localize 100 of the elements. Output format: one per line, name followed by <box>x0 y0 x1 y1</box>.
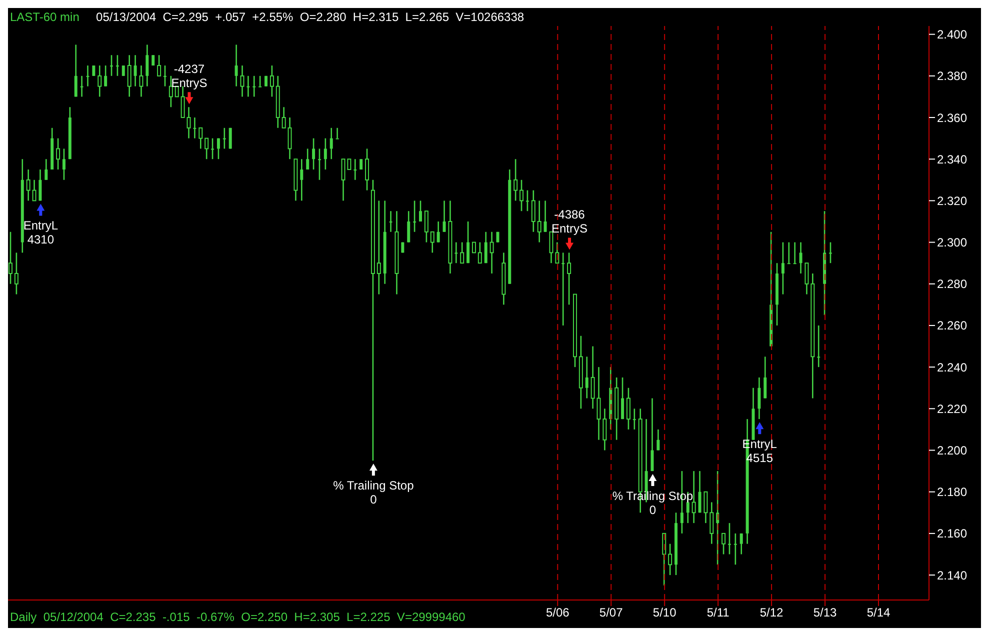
candlestick <box>122 64 125 77</box>
candlestick <box>520 179 524 212</box>
candlestick <box>389 210 392 233</box>
candlestick <box>804 262 809 295</box>
candlestick <box>38 168 42 202</box>
candlestick <box>186 106 191 139</box>
candlestick <box>211 138 214 160</box>
candlestick <box>413 200 416 233</box>
candlestick <box>490 231 494 274</box>
candlestick <box>484 231 488 264</box>
candlestick <box>157 54 162 77</box>
candlestick <box>258 75 262 88</box>
y-tick-label: 2.200 <box>937 444 968 458</box>
candlestick <box>442 200 446 233</box>
candlestick <box>134 54 137 87</box>
candlestick <box>549 231 554 264</box>
candlestick <box>139 64 144 98</box>
y-tick-label: 2.180 <box>937 485 968 500</box>
candlestick <box>26 168 30 202</box>
candlestick <box>14 252 18 295</box>
candlestick <box>621 376 624 420</box>
candlestick <box>168 75 173 108</box>
candlestick <box>828 242 832 264</box>
y-tick-label: 2.380 <box>937 69 968 84</box>
candlestick <box>787 242 790 264</box>
candlestick <box>424 210 428 243</box>
annotation: EntryL 4310 <box>23 218 58 247</box>
candlestick <box>312 138 316 170</box>
chart-subtitle: 05/13/2004 C=2.295 +.057 +2.55% O=2.280 H=2.315 L=2.265 V=10266338 <box>95 10 524 24</box>
candlestick <box>288 116 292 160</box>
candlestick <box>656 428 660 451</box>
x-tick-label: 5/13 <box>813 606 838 620</box>
candlestick <box>146 44 149 87</box>
y-tick-label: 2.320 <box>937 194 968 208</box>
x-tick-label: 5/06 <box>546 606 570 620</box>
candlestick <box>531 190 536 233</box>
candlestick <box>585 356 588 399</box>
candlestick <box>537 200 542 243</box>
candlestick <box>626 387 630 430</box>
candlestick <box>306 148 310 170</box>
chart-title: LAST-60 min <box>10 10 80 24</box>
candlestick <box>514 158 518 202</box>
candlestick <box>347 158 352 170</box>
candlestick <box>116 54 119 77</box>
candlestick <box>650 398 654 472</box>
candlestick <box>62 148 66 181</box>
candlestick <box>544 200 547 233</box>
candlestick <box>793 242 796 264</box>
candlestick <box>418 200 422 222</box>
candlestick <box>74 44 78 98</box>
candlestick <box>318 148 321 181</box>
candlestick <box>104 64 108 87</box>
y-tick-label: 2.360 <box>937 110 968 125</box>
candlestick <box>341 158 346 202</box>
candlestick <box>216 138 220 160</box>
x-tick-label: 5/14 <box>866 606 890 620</box>
candlestick <box>92 64 96 77</box>
candlestick <box>246 75 250 98</box>
candlestick <box>282 106 286 129</box>
candlestick <box>270 64 274 98</box>
candlestick <box>86 64 90 87</box>
candlestick <box>44 158 48 181</box>
candlestick <box>163 64 166 87</box>
candlestick <box>240 64 244 98</box>
y-tick-label: 2.400 <box>937 28 968 42</box>
candlestick <box>562 252 565 326</box>
candlestick <box>472 242 476 254</box>
y-tick-label: 2.140 <box>937 568 968 582</box>
candlestick <box>466 220 470 264</box>
y-tick-label: 2.340 <box>937 152 968 166</box>
candlestick <box>590 346 595 410</box>
candlestick <box>692 470 696 524</box>
candlestick <box>300 158 304 202</box>
candlestick <box>436 220 440 243</box>
candlestick <box>722 532 726 555</box>
y-tick-label: 2.240 <box>937 360 968 374</box>
y-tick-label: 2.280 <box>937 277 968 292</box>
candlestick <box>698 470 702 514</box>
candlestick <box>734 532 737 566</box>
candlestick <box>781 242 784 295</box>
x-tick-label: 5/10 <box>652 606 677 620</box>
candlestick <box>330 127 333 160</box>
candlestick <box>222 127 226 150</box>
candlestick <box>478 242 482 264</box>
candlestick <box>193 116 196 139</box>
candlestick <box>567 252 572 306</box>
candlestick <box>324 138 327 170</box>
candlestick <box>365 148 370 191</box>
candlestick <box>336 127 339 140</box>
candlestick <box>234 44 238 87</box>
annotation: % Trailing Stop 0 <box>333 478 414 507</box>
text: Daily 05/12/2004 C=2.235 -.015 -0.67% O=2.250 H=2.305 L=2.225 V=29999460 <box>10 610 466 624</box>
candlestick <box>198 127 203 150</box>
candlestick <box>354 158 357 181</box>
candlestick <box>740 532 743 555</box>
candlestick <box>407 210 410 243</box>
candlestick <box>454 242 458 264</box>
candlestick <box>252 75 256 98</box>
candlestick <box>56 138 60 170</box>
x-tick-label: 5/07 <box>599 606 624 620</box>
